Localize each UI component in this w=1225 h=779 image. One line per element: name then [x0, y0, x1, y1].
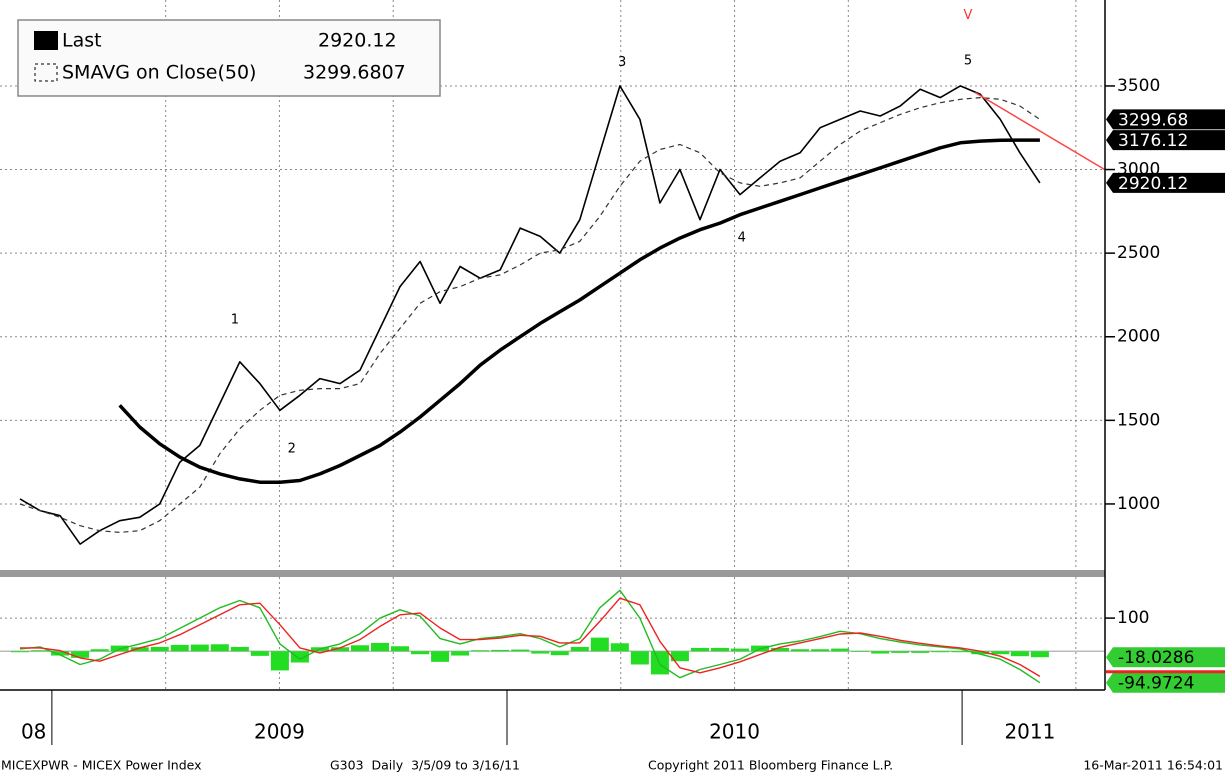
histogram-bar: [210, 644, 229, 652]
histogram-bar: [230, 646, 249, 652]
x-tick-label: 2009: [254, 720, 305, 744]
value-tag-label: -18.0286: [1118, 648, 1194, 668]
histogram-bar: [511, 649, 530, 652]
histogram-bar: [491, 649, 510, 652]
histogram-bar: [371, 642, 390, 652]
y-tick-label: 1500: [1117, 410, 1160, 430]
histogram-bar: [690, 647, 709, 652]
histogram-bar: [971, 651, 990, 655]
series-line: [19, 85, 1041, 545]
histogram-bar: [991, 651, 1010, 655]
value-tag-label: -94.9724: [1118, 674, 1194, 694]
histogram-bar: [250, 651, 269, 656]
panel-separator: [0, 570, 1105, 577]
x-tick-label: 08: [21, 720, 46, 744]
y-tick-label: 3500: [1117, 76, 1160, 96]
wave-label: 4: [738, 231, 746, 246]
footer-text: MICEXPWR - MICEX Power Index: [1, 758, 202, 773]
x-tick-label: 2010: [709, 720, 760, 744]
footer: MICEXPWR - MICEX Power Index G303 Daily …: [1, 758, 1223, 773]
legend-icon: [34, 63, 58, 82]
histogram-bar: [11, 651, 30, 653]
histogram-bar: [71, 651, 90, 658]
histogram-bar: [270, 651, 289, 671]
histogram-bar: [350, 645, 369, 652]
histogram-bar: [590, 637, 609, 652]
histogram-bar: [851, 651, 870, 652]
histogram-bar: [791, 649, 810, 652]
footer-text: G303 Daily 3/5/09 to 3/16/11: [330, 758, 520, 773]
legend-icon: [34, 31, 58, 50]
histogram-bar: [550, 651, 569, 656]
histogram-bar: [170, 644, 189, 652]
series-line: [20, 597, 1041, 678]
footer-text: 16-Mar-2011 16:54:01: [1083, 758, 1223, 773]
histogram-bar: [330, 647, 349, 652]
histogram-bar: [931, 651, 950, 653]
value-tag-label: 2920.12: [1118, 174, 1188, 194]
wave-label: 1: [231, 313, 239, 328]
y-tick-label: 100: [1117, 608, 1149, 628]
legend-label: SMAVG on Close(50): [62, 62, 256, 84]
value-tag-label: 3299.68: [1118, 110, 1188, 130]
wave-label: 2: [288, 441, 296, 456]
histogram-bar: [90, 649, 109, 652]
histogram-bar: [771, 647, 790, 652]
histogram-bar: [471, 650, 490, 652]
legend: Last 2920.12 SMAVG on Close(50) 3299.680…: [17, 19, 441, 97]
histogram-bar: [51, 651, 70, 656]
histogram-bar: [1030, 651, 1049, 658]
histogram-bar: [811, 649, 830, 652]
histogram-bar: [150, 646, 169, 652]
footer-text: Copyright 2011 Bloomberg Finance L.P.: [648, 758, 893, 773]
histogram-bar: [871, 651, 890, 654]
legend-value: 2920.12: [318, 30, 397, 52]
value-tag: [1106, 647, 1225, 668]
histogram-bar: [411, 651, 430, 655]
histogram-bar: [670, 651, 689, 662]
histogram-bar: [31, 650, 50, 652]
y-tick-label: 2000: [1117, 327, 1160, 347]
wave-label: 5: [964, 53, 972, 68]
histogram-bar: [451, 651, 470, 656]
trend-line: [974, 91, 1106, 171]
wave-label: 3: [618, 55, 626, 70]
histogram-bar: [891, 651, 910, 653]
y-tick-label: 2500: [1117, 243, 1160, 263]
histogram-bar: [710, 647, 729, 652]
histogram-bar: [831, 648, 850, 652]
data-layer: 1 2 3 4 5 V: [11, 8, 1106, 684]
histogram-bar: [190, 644, 209, 652]
histogram-bar: [610, 643, 629, 652]
histogram-bar: [130, 647, 149, 652]
histogram-bar: [431, 651, 450, 662]
legend-value: 3299.6807: [303, 62, 406, 84]
legend-label: Last: [62, 30, 102, 52]
histogram-bar: [911, 651, 930, 653]
histogram-bar: [630, 651, 649, 665]
histogram-bar: [951, 651, 970, 653]
value-tag-label: 3176.12: [1118, 131, 1188, 151]
wave-label: V: [964, 8, 973, 23]
value-tag: [1106, 672, 1225, 693]
histogram-bar: [531, 651, 550, 654]
histogram-bar: [570, 646, 589, 652]
histogram-bar: [290, 651, 309, 663]
histogram-bar: [731, 648, 750, 652]
histogram-bar: [1010, 651, 1029, 657]
series-line: [118, 138, 1040, 484]
histogram-bar: [391, 646, 410, 652]
value-tag: [1106, 130, 1225, 151]
legend-box: [17, 19, 441, 97]
y-tick-label: 1000: [1117, 494, 1160, 514]
series-line: [19, 97, 1041, 533]
value-tag: [1106, 172, 1225, 193]
value-tag: [1106, 109, 1225, 130]
x-tick-label: 2011: [1004, 720, 1055, 744]
